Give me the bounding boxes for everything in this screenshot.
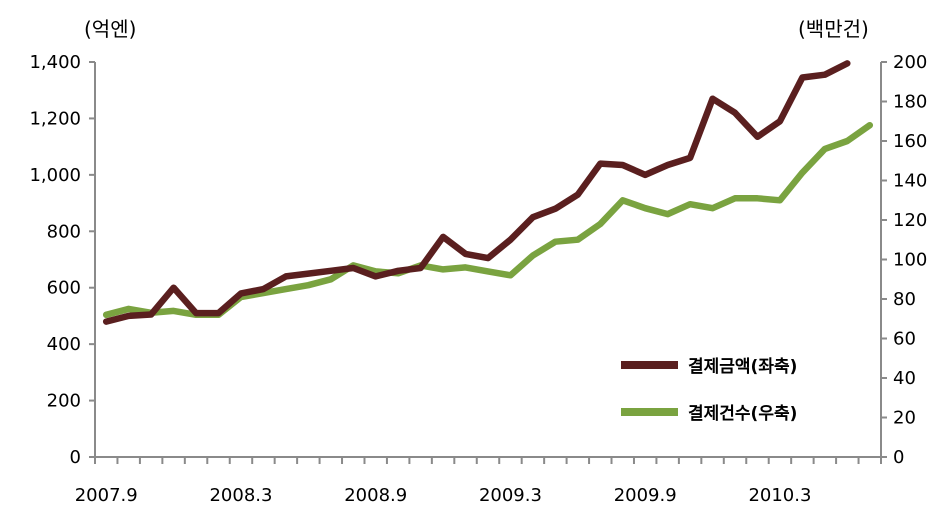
count-series-line [102,121,874,319]
left-tick-label: 800 [47,221,81,242]
x-tick-label: 2007.9 [75,485,138,506]
right-tick-label: 40 [893,368,916,389]
legend-label-count: 결제건수(우축) [688,404,797,424]
left-tick-label: 1,200 [29,108,81,129]
legend-label-amount: 결제금액(좌축) [688,357,797,377]
left-tick-label: 1,000 [29,165,81,186]
left-tick-label: 200 [47,391,81,412]
left-tick-label: 1,400 [29,52,81,73]
right-tick-label: 0 [893,447,904,468]
right-tick-label: 100 [893,250,927,271]
amount-series-line [102,60,851,325]
left-tick-label: 400 [47,334,81,355]
axes: 0 200 400 600 800 1,000 1,200 1,400 0 20 40 60 80 100… [29,52,927,506]
right-tick-label: 160 [893,131,927,152]
right-tick-label: 20 [893,408,916,429]
x-tick-label: 2008.9 [344,485,407,506]
x-tick-label: 2008.3 [209,485,272,506]
x-tick-label: 2009.9 [614,485,677,506]
right-tick-label: 180 [893,92,927,113]
right-tick-label: 60 [893,329,916,350]
x-tick-label: 2010.3 [748,485,811,506]
right-tick-label: 120 [893,210,927,231]
left-tick-label: 600 [47,278,81,299]
right-tick-label: 200 [893,52,927,73]
right-axis-unit: (백만건) [798,17,869,41]
right-tick-label: 80 [893,289,916,310]
right-tick-label: 140 [893,171,927,192]
legend: 결제금액(좌축) 결제건수(우축) [621,357,797,424]
series-layer [102,60,874,325]
left-axis-unit: (억엔) [84,17,136,41]
x-tick-label: 2009.3 [479,485,542,506]
left-tick-label: 0 [70,447,81,468]
